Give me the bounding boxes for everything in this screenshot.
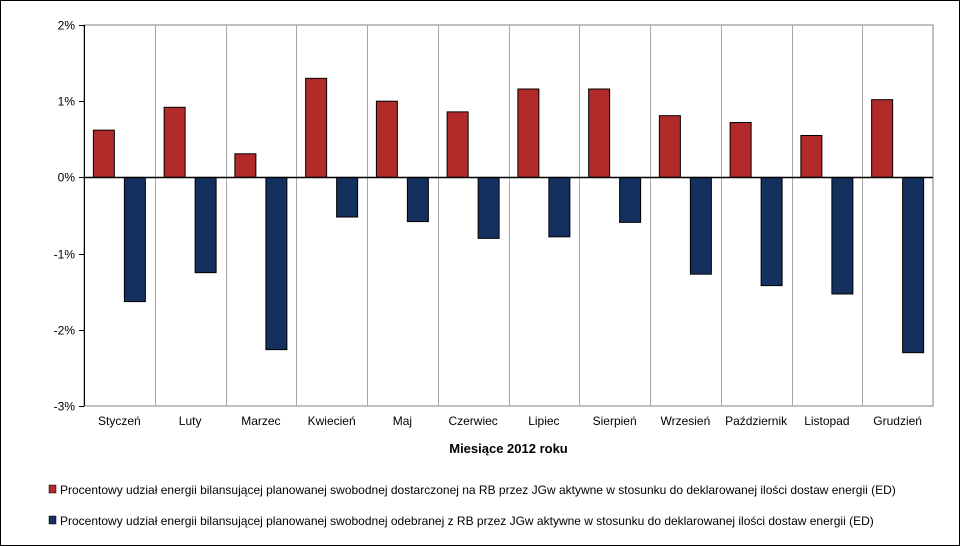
y-tick-label: -1% [54, 248, 76, 262]
y-tick-label: 0% [58, 171, 76, 185]
bar-delivered-2 [234, 153, 257, 178]
axis-layer [79, 25, 933, 407]
x-tick-label: Maj [393, 414, 412, 428]
x-tick-label: Luty [179, 414, 202, 428]
bar-delivered-5 [446, 111, 469, 178]
legend-entry: Procentowy udział energii bilansującej p… [60, 483, 896, 497]
y-tick-label: 1% [58, 95, 76, 109]
bar-received-9 [760, 176, 783, 287]
bar-received-0 [123, 176, 146, 303]
bar-received-10 [831, 176, 854, 295]
bar-delivered-10 [800, 134, 823, 178]
x-tick-label: Czerwiec [448, 414, 497, 428]
x-tick-label: Październik [725, 414, 788, 428]
legend-swatch [48, 515, 57, 525]
bars-layer [92, 77, 925, 354]
legend: Procentowy udział energii bilansującej p… [48, 483, 896, 528]
bar-received-7 [619, 176, 642, 223]
labels-layer: 2% 1% 0% -1% -2% -3% Styczeń Luty Marzec Kwiecień… [54, 19, 922, 429]
bar-delivered-9 [729, 122, 752, 178]
bar-received-11 [902, 176, 925, 354]
bar-delivered-0 [92, 129, 115, 178]
x-tick-label: Listopad [804, 414, 849, 428]
x-tick-label: Sierpień [593, 414, 637, 428]
bar-delivered-1 [163, 106, 186, 178]
bar-delivered-11 [871, 99, 894, 178]
bar-delivered-3 [305, 77, 328, 178]
y-tick-label: -2% [54, 324, 76, 338]
bar-delivered-7 [588, 88, 611, 178]
legend-entry: Procentowy udział energii bilansującej p… [60, 514, 874, 528]
x-tick-label: Styczeń [98, 414, 141, 428]
x-tick-label: Grudzień [873, 414, 922, 428]
x-tick-label: Marzec [241, 414, 280, 428]
x-tick-label: Lipiec [528, 414, 559, 428]
x-axis-title: Miesiące 2012 roku [449, 441, 568, 456]
bar-delivered-6 [517, 88, 540, 178]
bar-received-1 [194, 176, 217, 274]
bar-received-2 [265, 176, 288, 351]
bar-received-5 [477, 176, 500, 239]
bar-delivered-8 [658, 115, 681, 178]
bar-received-6 [548, 176, 571, 238]
grid-layer [83, 24, 934, 407]
y-tick-label: -3% [54, 400, 76, 414]
x-tick-label: Wrzesień [660, 414, 710, 428]
bar-received-4 [406, 176, 429, 223]
y-tick-label: 2% [58, 19, 76, 33]
bar-delivered-4 [375, 100, 398, 178]
bar-received-8 [689, 176, 712, 275]
legend-swatch [48, 484, 57, 494]
bar-received-3 [336, 176, 359, 218]
x-tick-label: Kwiecień [308, 414, 356, 428]
